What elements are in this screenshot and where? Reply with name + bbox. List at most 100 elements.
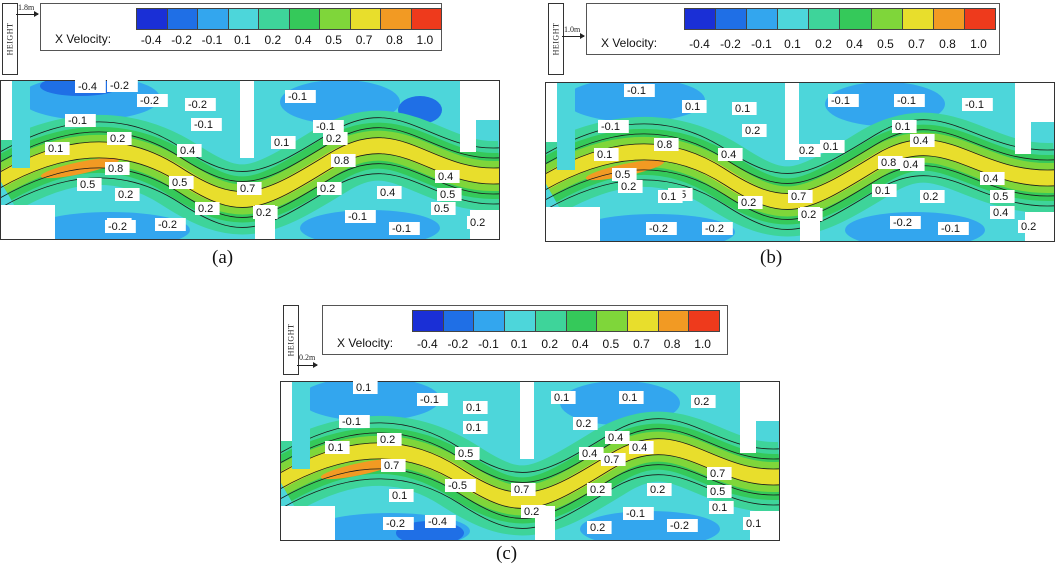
contour-label-bg — [551, 391, 576, 404]
contour-label: 0.1 — [622, 392, 637, 404]
contour-label: 0.5 — [80, 179, 95, 191]
contour-label-bg — [389, 222, 420, 235]
contour-label: 0.2 — [326, 133, 341, 145]
contour-label: -0.1 — [68, 115, 87, 127]
legend-tick-label: 1.0 — [970, 37, 987, 51]
legend-tick-label: 1.0 — [416, 33, 434, 47]
contour-label: 0.1 — [274, 137, 289, 149]
contour-label-bg — [828, 94, 859, 107]
contour-label: -0.1 — [392, 223, 411, 235]
legend-tick-label: 0.5 — [325, 33, 342, 47]
panel-b: HEIGHT 1.0m X Velocity: -0.4 -0.2 -0.1 0.1 0… — [545, 0, 1055, 280]
contour-label: -0.2 — [108, 221, 127, 233]
contour-label: 0.5 — [615, 169, 630, 181]
contour-label-bg — [195, 202, 220, 215]
contour-label: -0.2 — [649, 223, 668, 235]
contour-label-bg — [445, 479, 476, 492]
legend-ticks: -0.4 -0.2 -0.1 0.1 0.2 0.4 0.5 0.7 0.8 1.0 — [684, 37, 994, 51]
contour-label-bg — [435, 170, 460, 183]
contour-label-bg — [798, 208, 823, 221]
contour-label: -0.1 — [348, 211, 367, 223]
contour-label: 0.4 — [903, 159, 918, 171]
legend-tick-label: 0.1 — [510, 337, 528, 351]
contour-label: 0.7 — [240, 183, 255, 195]
contour-label-bg — [437, 188, 462, 201]
contour-label: 0.2 — [590, 522, 605, 534]
contour-label-bg — [313, 120, 344, 133]
color-swatch — [137, 9, 168, 29]
contour-label-bg — [169, 176, 194, 189]
contour-label: -0.2 — [140, 95, 159, 107]
contour-label: 0.1 — [661, 191, 676, 203]
caption: (c) — [496, 543, 518, 564]
contour-label: -0.1 — [194, 119, 213, 131]
contour-label: 0.2 — [801, 209, 816, 221]
contour-label-bg — [707, 467, 732, 480]
contour-label-bg — [389, 489, 414, 502]
contour-label-bg — [709, 501, 734, 514]
color-bar — [136, 8, 442, 30]
contour-label: -0.1 — [601, 121, 620, 133]
caption: (b) — [760, 247, 783, 268]
contour-label: -0.4 — [428, 516, 447, 528]
contour-label-bg — [618, 180, 643, 193]
legend-tick-label: -0.1 — [751, 37, 772, 51]
contour-label-bg — [594, 148, 619, 161]
contour-label: 0.5 — [172, 177, 187, 189]
contour-label-bg — [191, 118, 222, 131]
legend-ticks: -0.4 -0.2 -0.1 0.1 0.2 0.4 0.5 0.7 0.8 1.0 — [136, 33, 440, 47]
contour-label: 0.5 — [458, 448, 473, 460]
contour-label-bg — [155, 218, 186, 231]
contour-label: 0.1 — [392, 490, 407, 502]
contour-label-bg — [345, 210, 376, 223]
contour-label-bg — [667, 519, 698, 532]
legend-tick-label: 0.7 — [908, 37, 925, 51]
contour-label-bg — [624, 84, 655, 97]
color-swatch — [809, 9, 841, 29]
color-bar — [412, 310, 720, 332]
contour-label-bg — [682, 100, 707, 113]
contour-label-bg — [962, 98, 993, 111]
contour-label-bg — [253, 206, 278, 219]
legend: X Velocity: -0.4 -0.2 -0.1 0.1 0.2 0.4 0.5 0.7 0… — [586, 3, 1000, 55]
contour-label: 0.2 — [380, 434, 395, 446]
contour-label: -0.2 — [386, 518, 405, 530]
contour-label-bg — [431, 202, 456, 215]
contour-label-bg — [105, 162, 130, 175]
legend-tick-label: 0.7 — [633, 337, 650, 351]
contour-label: 0.2 — [470, 217, 485, 229]
contour-label-bg — [115, 188, 140, 201]
contour-label-bg — [579, 447, 604, 460]
contour-label-bg — [691, 395, 716, 408]
contour-label: 0.2 — [256, 207, 271, 219]
contour-label-bg — [75, 80, 106, 93]
legend-tick-label: 0.5 — [602, 337, 620, 351]
contour-label: 0.4 — [983, 173, 998, 185]
contour-label: 0.7 — [514, 484, 529, 496]
contour-label-bg — [325, 441, 350, 454]
contour-label: 0.5 — [434, 203, 449, 215]
contour-label-bg — [738, 196, 763, 209]
contour-label: 0.1 — [597, 149, 612, 161]
contour-label-bg — [598, 120, 629, 133]
color-swatch — [933, 9, 965, 29]
legend-tick-label: 0.8 — [939, 37, 956, 51]
contour-label: 0.7 — [791, 191, 806, 203]
velocity-contour-plot: -0.10.1 0.1-0.1 -0.1 -0.1-0.1 0.20.8 0.10.10.… — [545, 82, 1055, 242]
contour-label: -0.2 — [670, 520, 689, 532]
color-swatch — [505, 311, 536, 331]
contour-label-bg — [900, 158, 925, 171]
color-swatch — [597, 311, 628, 331]
contour-label: 0.2 — [621, 181, 636, 193]
contour-label: 0.8 — [657, 139, 672, 151]
color-swatch — [474, 311, 506, 331]
legend-tick-label: 0.4 — [846, 37, 863, 51]
contour-label: -0.5 — [448, 480, 467, 492]
height-value: 0.2m — [299, 353, 316, 362]
contour-label: -0.2 — [188, 99, 207, 111]
color-swatch — [778, 9, 810, 29]
contour-label-bg — [612, 168, 637, 181]
legend-tick-label: 0.2 — [541, 337, 559, 351]
contour-label: 0.4 — [438, 171, 453, 183]
contour-label: 0.4 — [913, 135, 928, 147]
